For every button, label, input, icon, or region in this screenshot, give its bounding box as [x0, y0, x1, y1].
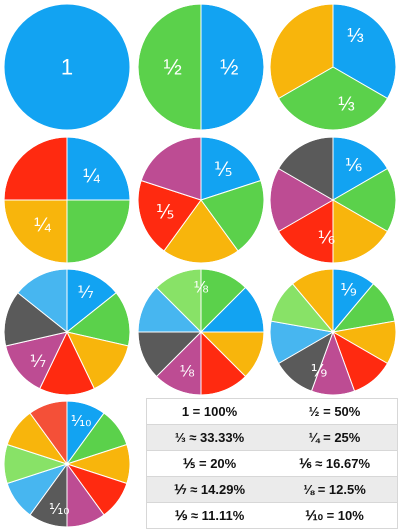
pie-slice: [66, 199, 131, 264]
fraction-label: ½: [220, 55, 238, 80]
fraction-label: ⅑: [311, 361, 327, 380]
table-cell: ½ = 50%: [272, 398, 398, 425]
pie-sixths: ⅙⅙: [269, 136, 397, 264]
table-cell: ⅙ ≈ 16.67%: [272, 450, 398, 477]
fraction-label: ⅛: [180, 361, 195, 380]
table-cell: ⅐ ≈ 14.29%: [146, 476, 272, 503]
fraction-label: ⅓: [338, 94, 355, 116]
table-row: 1 = 100% ½ = 50%: [146, 398, 398, 425]
pie-thirds: ⅓⅓: [269, 3, 397, 131]
pie-slice: [4, 4, 130, 130]
fraction-label: ⅐: [77, 283, 93, 302]
table-row: ⅐ ≈ 14.29% ⅛ = 12.5%: [146, 476, 398, 503]
fraction-label: ⅕: [156, 202, 174, 223]
pie-whole: 1: [3, 3, 131, 131]
fraction-label: ⅛: [194, 278, 209, 297]
pie-fifths: ⅕⅕: [137, 136, 265, 264]
table-row: ⅕ = 20% ⅙ ≈ 16.67%: [146, 450, 398, 477]
pie-ninths: ⅑⅑: [269, 268, 397, 396]
table-cell: ⅑ ≈ 11.11%: [146, 502, 272, 529]
pie-slice: [3, 136, 68, 201]
fraction-label: ¼: [83, 166, 100, 188]
pie-quarters: ¼¼: [3, 136, 131, 264]
pie-eighths: ⅛⅛: [137, 268, 265, 396]
percent-table: 1 = 100% ½ = 50% ⅓ ≈ 33.33% ¼ = 25% ⅕ = …: [146, 398, 398, 529]
table-cell: ⅛ = 12.5%: [272, 476, 398, 503]
table-cell: ⅒ = 10%: [272, 502, 398, 529]
fraction-label: ⅙: [318, 228, 335, 248]
fraction-label: 1: [61, 55, 73, 80]
pie-sevenths: ⅐⅐: [3, 268, 131, 396]
fraction-label: ⅒: [71, 413, 92, 430]
table-cell: ⅓ ≈ 33.33%: [146, 424, 272, 451]
table-row: ⅓ ≈ 33.33% ¼ = 25%: [146, 424, 398, 451]
fraction-label: ⅓: [347, 25, 364, 47]
fraction-label: ½: [164, 55, 182, 80]
table-cell: ⅕ = 20%: [146, 450, 272, 477]
table-row: ⅑ ≈ 11.11% ⅒ = 10%: [146, 502, 398, 529]
table-cell: 1 = 100%: [146, 398, 272, 425]
fraction-label: ⅑: [340, 280, 356, 299]
fraction-label: ⅙: [345, 155, 362, 175]
fraction-label: ⅒: [49, 501, 70, 518]
fraction-label: ¼: [34, 215, 51, 237]
table-cell: ¼ = 25%: [272, 424, 398, 451]
fraction-label: ⅐: [30, 352, 46, 371]
pie-tenths: ⅒⅒: [3, 400, 131, 528]
fraction-label: ⅕: [214, 160, 232, 181]
